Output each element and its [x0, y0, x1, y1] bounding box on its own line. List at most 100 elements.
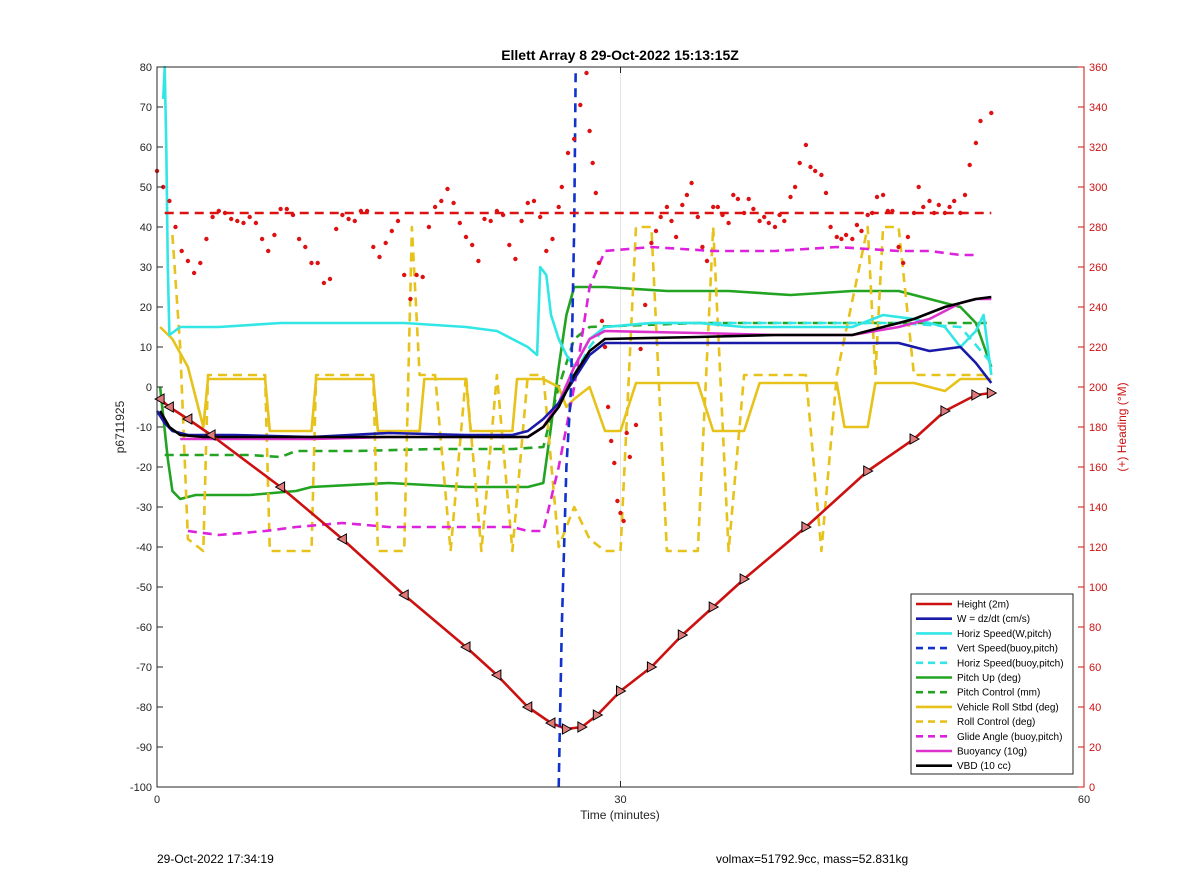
- heading-point: [247, 214, 252, 220]
- heading-point: [823, 190, 829, 196]
- legend-label-pitch-up-deg: Pitch Up (deg): [957, 673, 1021, 684]
- heading-point: [482, 216, 487, 222]
- heading-point: [669, 218, 674, 224]
- heading-point: [513, 256, 518, 262]
- legend-label-buoyancy-10g: Buoyancy (10g): [957, 747, 1027, 758]
- heading-point: [813, 168, 818, 174]
- legend-label-horiz-speed-w-pitch: Horiz Speed(W,pitch): [957, 629, 1051, 640]
- heading-point: [850, 236, 855, 242]
- heading-point: [673, 234, 679, 240]
- heading-point: [927, 198, 932, 204]
- legend-label-glide-angle-buoy-pitch: Glide Angle (buoy,pitch): [957, 732, 1062, 743]
- legend-label-pitch-control-mm: Pitch Control (mm): [957, 688, 1040, 699]
- y-tick-label-right: 40: [1089, 702, 1101, 714]
- heading-point: [947, 204, 952, 210]
- heading-point: [643, 302, 648, 308]
- heading-point: [885, 208, 890, 214]
- heading-point: [389, 228, 394, 234]
- heading-point: [890, 208, 895, 214]
- y-tick-label-right: 0: [1089, 782, 1095, 794]
- heading-point: [952, 198, 957, 204]
- height-marker: [592, 709, 604, 721]
- heading-point: [870, 210, 875, 216]
- heading-point: [578, 102, 583, 108]
- heading-point: [741, 210, 747, 216]
- heading-point: [599, 318, 605, 324]
- heading-point: [605, 404, 611, 410]
- height-marker: [181, 413, 193, 425]
- height-marker: [863, 465, 874, 477]
- height-marker: [274, 481, 286, 493]
- heading-point: [395, 218, 401, 224]
- heading-point: [958, 210, 963, 216]
- heading-point: [210, 214, 215, 220]
- y-tick-label-left: 80: [140, 62, 152, 74]
- heading-point: [777, 212, 782, 218]
- heading-point: [290, 212, 296, 218]
- heading-point: [735, 196, 741, 202]
- y-tick-label-left: -30: [136, 502, 152, 514]
- heading-point: [834, 234, 839, 240]
- heading-point: [839, 236, 844, 242]
- heading-point: [843, 232, 849, 238]
- height-marker: [940, 405, 951, 417]
- series-vbd-10-cc: [158, 295, 992, 439]
- heading-point: [593, 190, 598, 196]
- x-tick-label: 30: [614, 794, 626, 806]
- heading-point: [352, 218, 357, 224]
- heading-point: [451, 200, 456, 206]
- heading-point: [766, 220, 771, 226]
- heading-point: [621, 518, 626, 524]
- y-tick-label-left: -90: [136, 742, 152, 754]
- x-tick-label: 60: [1078, 794, 1090, 806]
- height-marker: [646, 661, 658, 673]
- heading-point: [700, 244, 705, 250]
- heading-point: [633, 422, 639, 428]
- heading-point: [911, 210, 917, 216]
- heading-point: [602, 344, 608, 350]
- heading-point: [296, 236, 302, 242]
- y-tick-label-right: 340: [1089, 102, 1107, 114]
- legend-label-vehicle-roll-stbd-deg: Vehicle Roll Stbd (deg): [957, 702, 1059, 713]
- y-tick-label-right: 60: [1089, 662, 1101, 674]
- y-tick-label-left: 20: [140, 302, 152, 314]
- heading-point: [931, 210, 937, 216]
- y-tick-label-right: 300: [1089, 182, 1107, 194]
- heading-point: [525, 200, 530, 206]
- heading-point: [865, 212, 870, 218]
- heading-point: [420, 274, 425, 280]
- heading-point: [253, 220, 259, 226]
- legend-label-w-dz-dt-cm-s: W = dz/dt (cm/s): [957, 614, 1030, 625]
- y-tick-label-left: -40: [136, 542, 152, 554]
- y-tick-label-right: 180: [1089, 422, 1107, 434]
- heading-point: [445, 186, 450, 192]
- height-marker: [801, 521, 812, 533]
- y-tick-label-left: -80: [136, 702, 152, 714]
- heading-point: [408, 296, 413, 302]
- heading-point: [612, 460, 617, 466]
- heading-point: [500, 212, 506, 218]
- heading-point: [680, 202, 685, 208]
- heading-point: [229, 216, 234, 222]
- series-layer: [154, 65, 998, 788]
- heading-point: [658, 214, 663, 220]
- y-tick-label-left: 60: [140, 142, 152, 154]
- heading-point: [235, 218, 240, 224]
- heading-point: [874, 194, 880, 200]
- heading-point: [762, 214, 767, 220]
- height-marker: [739, 573, 751, 585]
- heading-point: [476, 258, 481, 264]
- y-tick-label-right: 100: [1089, 582, 1107, 594]
- heading-point: [204, 236, 209, 242]
- y-tick-label-right: 120: [1089, 542, 1107, 554]
- heading-point: [942, 210, 948, 216]
- heading-point: [782, 218, 787, 224]
- legend-label-horiz-speed-buoy-pitch: Horiz Speed(buoy,pitch): [957, 658, 1064, 669]
- heading-point: [216, 208, 221, 214]
- heading-point: [757, 218, 762, 224]
- heading-point: [596, 260, 602, 266]
- height-marker: [163, 401, 174, 413]
- heading-point: [618, 510, 623, 516]
- chart-title: Ellett Array 8 29-Oct-2022 15:13:15Z: [501, 47, 739, 63]
- heading-point: [962, 192, 968, 198]
